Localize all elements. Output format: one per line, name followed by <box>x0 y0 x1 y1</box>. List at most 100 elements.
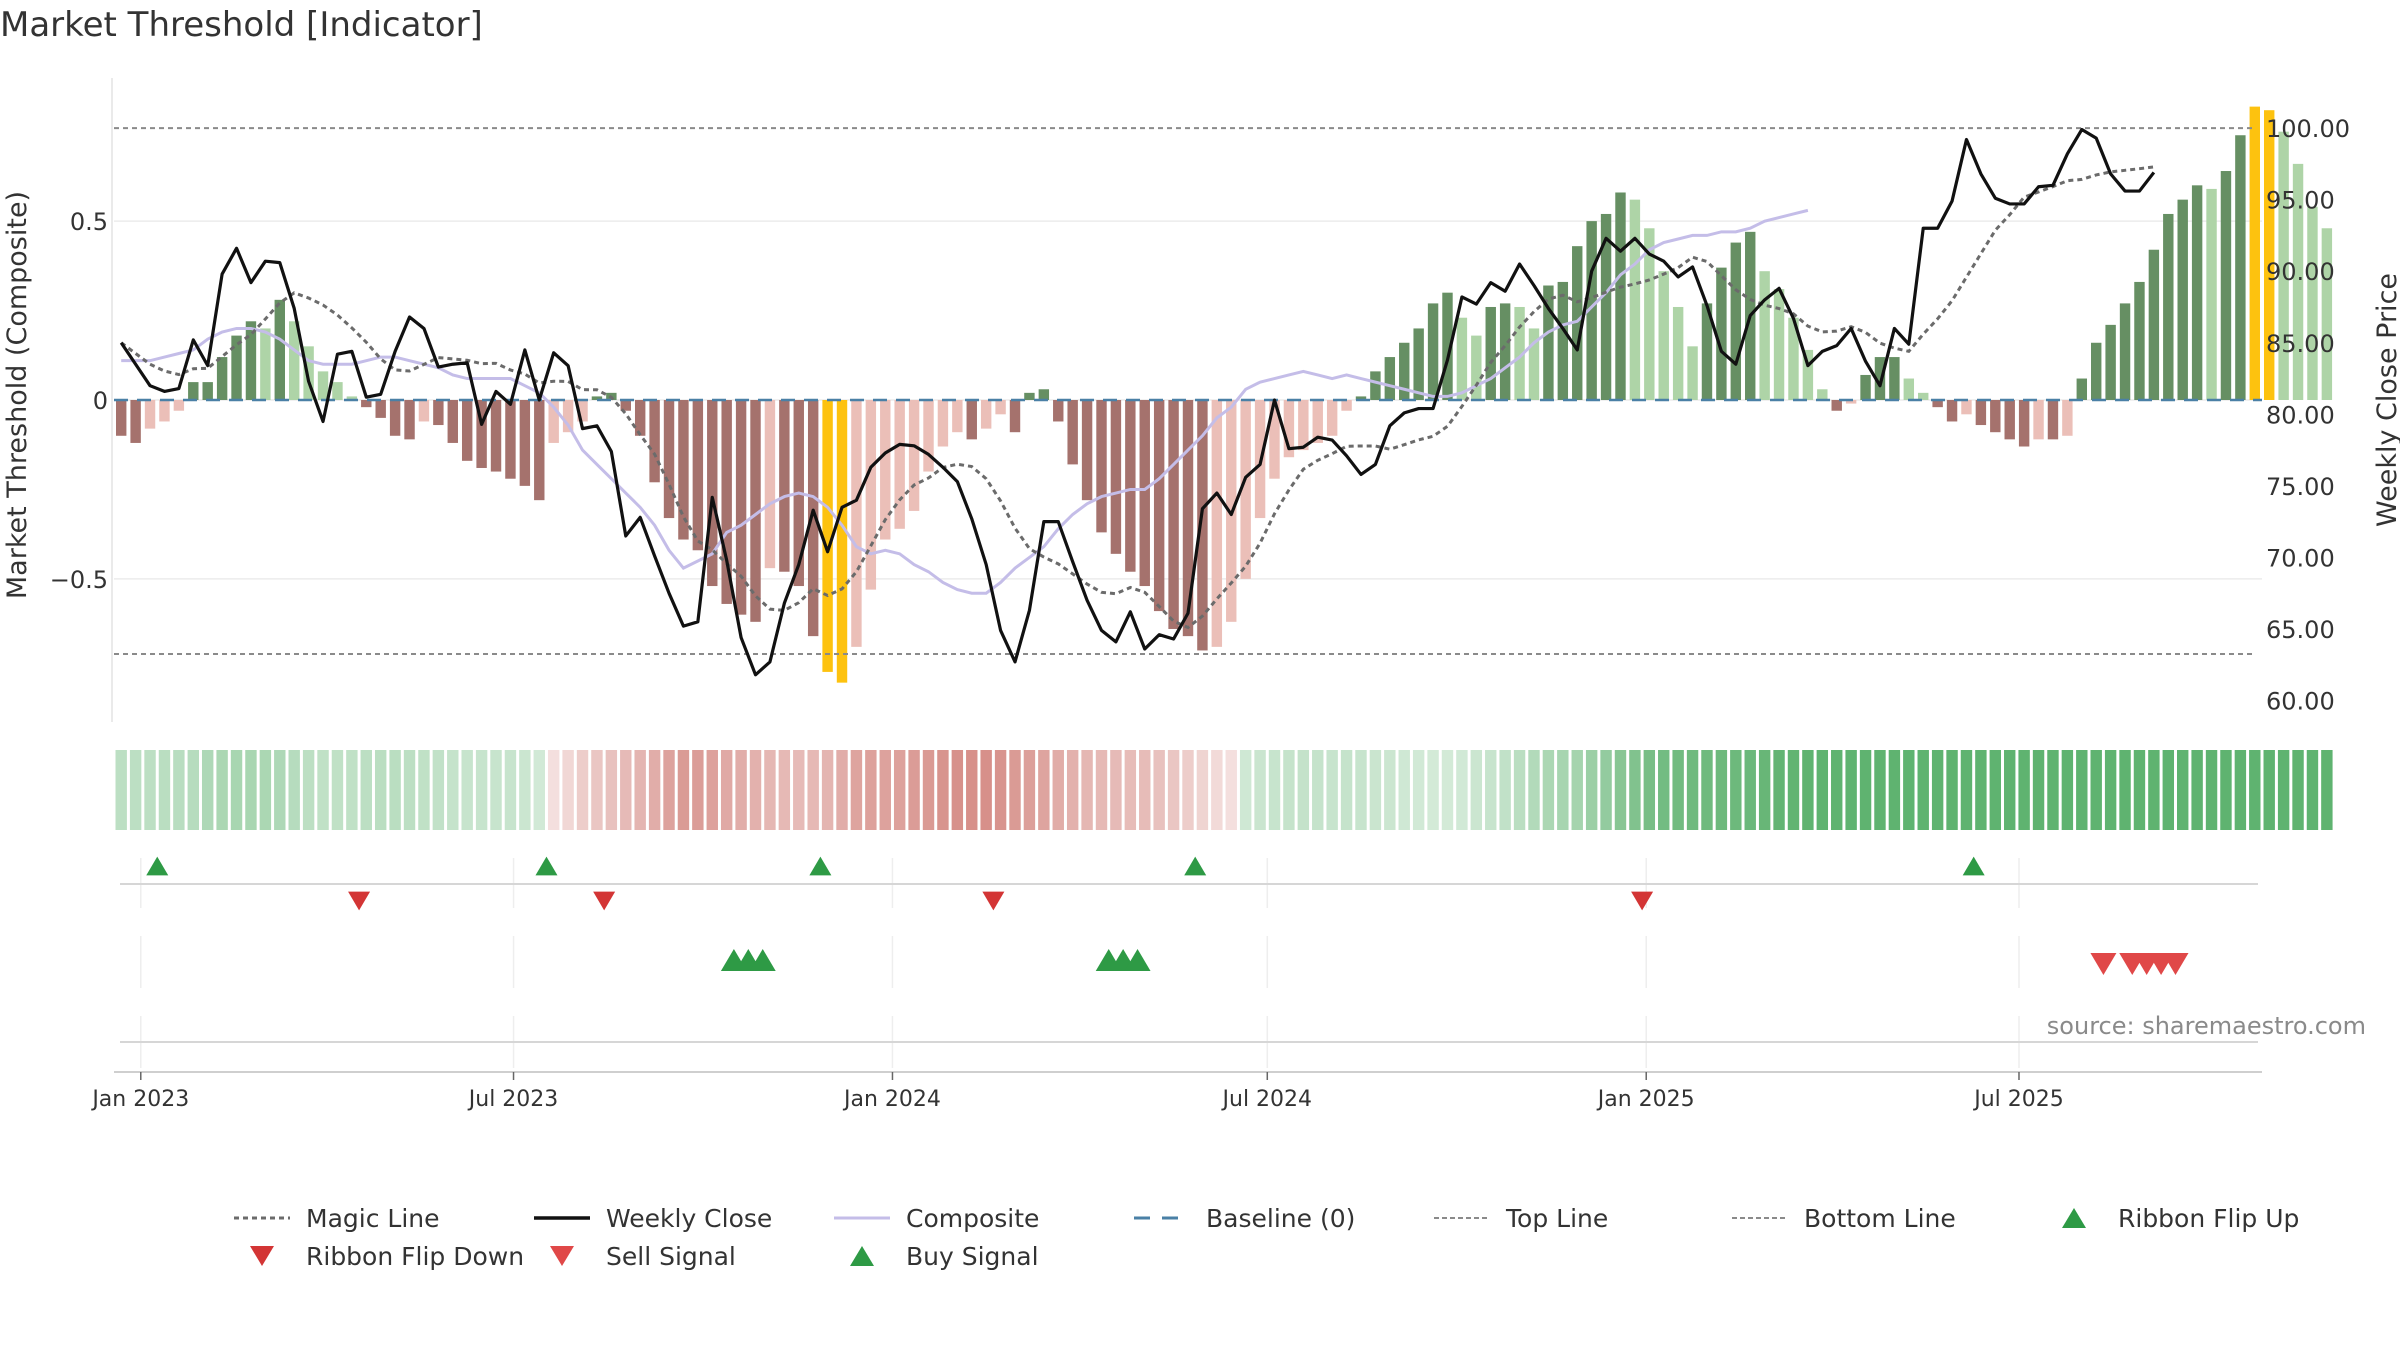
ribbon-cell <box>1859 750 1872 830</box>
ribbon-cell <box>1124 750 1137 830</box>
ribbon-cell <box>663 750 675 830</box>
legend-label: Composite <box>906 1204 1039 1233</box>
composite-bar <box>1442 292 1453 400</box>
right-tick-label: 100.00 <box>2266 115 2350 143</box>
composite-bar <box>1197 400 1208 651</box>
ribbon-cell <box>1441 750 1454 830</box>
composite-bar <box>2047 400 2059 440</box>
sell-signal-marker <box>2162 952 2189 976</box>
ribbon-cell <box>331 750 344 830</box>
composite-bar <box>1975 400 1987 426</box>
composite-bar <box>1903 378 1915 400</box>
ribbon-cell <box>922 750 935 830</box>
magic-line <box>120 165 2155 630</box>
legend-entry: Weekly Close <box>534 1204 772 1233</box>
composite-bar <box>663 400 675 519</box>
ribbon-cell <box>1023 750 1036 830</box>
ribbon-cell <box>519 750 531 830</box>
ribbon-cell <box>1701 750 1713 830</box>
ribbon-cell <box>1081 750 1093 830</box>
composite-bar <box>1514 306 1525 400</box>
ribbon-cell <box>274 750 286 830</box>
composite-bar <box>548 400 559 443</box>
ribbon-cell <box>2047 750 2059 830</box>
composite-bar <box>851 400 862 647</box>
composite-bar <box>779 400 790 572</box>
composite-bar <box>822 400 833 672</box>
composite-bar <box>1298 400 1309 451</box>
ribbon-cell <box>1513 750 1526 830</box>
ribbon-cell <box>879 750 891 830</box>
chart-title: Market Threshold [Indicator] <box>0 5 483 45</box>
ribbon-cell <box>1542 750 1555 830</box>
composite-bar <box>1572 246 1583 400</box>
ribbon-cell <box>2321 750 2333 830</box>
ribbon-cell <box>1456 750 1468 830</box>
ribbon-cell <box>1658 750 1670 830</box>
composite-bar <box>1413 328 1424 400</box>
composite-bar <box>418 400 430 422</box>
ribbon-cell <box>1802 750 1814 830</box>
legend-entry: Ribbon Flip Up <box>2062 1204 2299 1233</box>
legend-label: Ribbon Flip Up <box>2118 1204 2299 1233</box>
ribbon-cell <box>216 750 228 830</box>
composite-bar <box>2278 131 2289 400</box>
ribbon-cell <box>1167 750 1180 830</box>
ribbon-cell <box>1283 750 1295 830</box>
composite-bar <box>1644 228 1655 400</box>
composite-bar <box>894 400 905 529</box>
ribbon-cell <box>591 750 603 830</box>
ribbon-cell <box>1730 750 1742 830</box>
ribbon-cell <box>562 750 574 830</box>
composite-bar <box>173 400 185 411</box>
composite-bar <box>2191 185 2203 400</box>
ribbon-cell <box>1384 750 1396 830</box>
right-tick-label: 70.00 <box>2266 544 2335 572</box>
ribbon-cell <box>374 750 387 830</box>
composite-bar <box>116 400 127 436</box>
ribbon-cell <box>793 750 805 830</box>
ribbon-cell <box>115 750 127 830</box>
composite-bar <box>361 400 372 408</box>
legend-label: Magic Line <box>306 1204 440 1233</box>
right-tick-label: 80.00 <box>2266 401 2335 429</box>
x-tick-label: Jul 2024 <box>1221 1087 1313 1112</box>
composite-bars <box>116 106 2333 683</box>
ribbon-cell <box>1239 750 1252 830</box>
ribbon-cell <box>1773 750 1785 830</box>
ribbon-cell <box>1874 750 1886 830</box>
ribbon-cell <box>1585 750 1598 830</box>
composite-bar <box>519 400 531 486</box>
composite-bar <box>1615 192 1626 400</box>
composite-bar <box>937 400 949 447</box>
composite-bar <box>1053 400 1064 422</box>
composite-bar <box>2163 213 2174 400</box>
legend-swatch <box>850 1246 874 1266</box>
composite-bar <box>2220 171 2232 400</box>
composite-bar <box>2033 400 2044 440</box>
composite-bar <box>721 400 732 604</box>
source-note: source: sharemaestro.com <box>2047 1012 2366 1040</box>
ribbon-cell <box>966 750 978 830</box>
composite-bar <box>1399 342 1410 400</box>
ribbon-cell <box>2032 750 2045 830</box>
composite-bar <box>389 400 401 436</box>
ribbon-cell <box>432 750 445 830</box>
composite-bar <box>1240 400 1251 579</box>
composite-bar <box>764 400 776 569</box>
ribbon-cell <box>1225 750 1237 830</box>
ribbon-cell <box>504 750 517 830</box>
composite-bar <box>2264 110 2275 400</box>
composite-bar <box>274 299 285 400</box>
ribbon-flip-down-marker <box>348 891 371 911</box>
ribbon-cell <box>692 750 704 830</box>
ribbon-cell <box>2061 750 2074 830</box>
signal-panels <box>120 856 2258 1068</box>
ribbon-cell <box>360 750 372 830</box>
left-tick-label: −0.5 <box>50 566 108 594</box>
ribbon-cell <box>2133 750 2146 830</box>
composite-bar <box>562 400 574 433</box>
composite-bar <box>1283 400 1295 458</box>
composite-bar <box>1499 303 1511 400</box>
ribbon-flip-up-marker <box>1962 856 1985 876</box>
